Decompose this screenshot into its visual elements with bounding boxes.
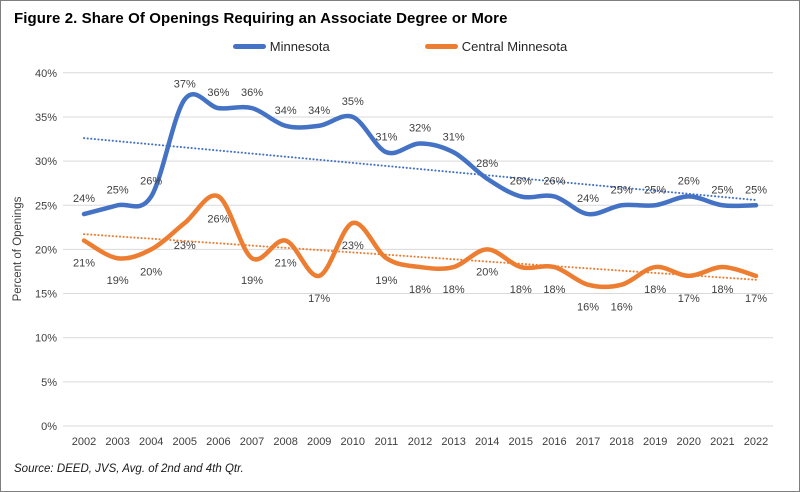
central-minnesota-data-label: 26% (207, 213, 229, 225)
minnesota-data-label: 25% (107, 184, 129, 196)
x-tick-label: 2008 (273, 436, 297, 448)
y-tick-label: 0% (41, 421, 57, 433)
central-minnesota-line-swatch (424, 44, 458, 49)
x-tick-label: 2021 (710, 436, 734, 448)
minnesota-data-label: 25% (745, 184, 767, 196)
central-minnesota-data-label: 19% (375, 275, 397, 287)
minnesota-data-label: 24% (577, 193, 599, 205)
minnesota-data-label: 31% (375, 131, 397, 143)
central-minnesota-data-label: 18% (510, 284, 532, 296)
central-minnesota-data-label: 18% (409, 284, 431, 296)
minnesota-data-label: 25% (611, 184, 633, 196)
x-tick-label: 2005 (173, 436, 197, 448)
x-tick-label: 2012 (408, 436, 432, 448)
x-tick-label: 2007 (240, 436, 264, 448)
minnesota-data-label: 32% (409, 122, 431, 134)
minnesota-data-label: 37% (174, 78, 196, 90)
central-minnesota-data-label: 18% (711, 284, 733, 296)
central-minnesota-data-label: 20% (140, 266, 162, 278)
minnesota-data-label: 28% (476, 158, 498, 170)
minnesota-data-label: 34% (308, 105, 330, 117)
minnesota-line-swatch (232, 44, 266, 49)
central-minnesota-data-label: 19% (241, 275, 263, 287)
minnesota-data-label: 36% (241, 87, 263, 99)
chart-legend: Minnesota Central Minnesota (1, 39, 799, 54)
y-tick-label: 25% (35, 200, 57, 212)
minnesota-data-label: 36% (207, 87, 229, 99)
minnesota-data-label: 26% (510, 175, 532, 187)
minnesota-data-label: 26% (140, 175, 162, 187)
minnesota-data-label: 25% (644, 184, 666, 196)
x-tick-label: 2019 (643, 436, 667, 448)
y-tick-label: 35% (35, 112, 57, 124)
central-minnesota-data-label: 17% (678, 293, 700, 305)
x-tick-label: 2006 (206, 436, 230, 448)
minnesota-data-label: 24% (73, 193, 95, 205)
central-minnesota-data-label: 21% (73, 258, 95, 270)
central-minnesota-data-label: 16% (577, 302, 599, 314)
minnesota-data-label: 35% (342, 96, 364, 108)
central-minnesota-data-label: 23% (174, 240, 196, 252)
minnesota-data-label: 26% (543, 175, 565, 187)
legend-item-minnesota: Minnesota (232, 39, 330, 54)
x-tick-label: 2009 (307, 436, 331, 448)
x-tick-label: 2010 (341, 436, 365, 448)
x-tick-label: 2015 (509, 436, 533, 448)
central-minnesota-data-label: 18% (443, 284, 465, 296)
central-minnesota-data-label: 17% (308, 293, 330, 305)
source-note: Source: DEED, JVS, Avg. of 2nd and 4th Q… (14, 463, 244, 475)
y-tick-label: 5% (41, 377, 57, 389)
central-minnesota-data-label: 17% (745, 293, 767, 305)
y-tick-label: 10% (35, 333, 57, 345)
central-minnesota-data-label: 16% (611, 302, 633, 314)
x-tick-label: 2014 (475, 436, 499, 448)
y-tick-label: 40% (35, 68, 57, 80)
legend-item-central-minnesota: Central Minnesota (424, 39, 568, 54)
central-minnesota-data-label: 21% (275, 258, 297, 270)
x-tick-label: 2022 (744, 436, 768, 448)
x-tick-label: 2003 (105, 436, 129, 448)
x-tick-label: 2016 (542, 436, 566, 448)
minnesota-data-label: 26% (678, 175, 700, 187)
y-tick-label: 20% (35, 244, 57, 256)
central-minnesota-data-label: 20% (476, 266, 498, 278)
minnesota-data-label: 31% (443, 131, 465, 143)
chart-title: Figure 2. Share Of Openings Requiring an… (14, 10, 508, 27)
central-minnesota-data-label: 23% (342, 240, 364, 252)
minnesota-trendline (83, 137, 757, 202)
central-minnesota-data-label: 19% (107, 275, 129, 287)
x-tick-label: 2011 (375, 436, 399, 448)
x-tick-label: 2020 (677, 436, 701, 448)
x-tick-label: 2004 (139, 436, 163, 448)
minnesota-data-label: 25% (711, 184, 733, 196)
central-minnesota-trendline (83, 233, 757, 281)
x-tick-label: 2013 (441, 436, 465, 448)
x-tick-label: 2017 (576, 436, 600, 448)
central-minnesota-data-label: 18% (543, 284, 565, 296)
central-minnesota-data-label: 18% (644, 284, 666, 296)
legend-label-central-minnesota: Central Minnesota (461, 39, 568, 54)
minnesota-series-line (81, 92, 759, 217)
x-tick-label: 2002 (72, 436, 96, 448)
x-tick-label: 2018 (609, 436, 633, 448)
y-tick-label: 30% (35, 156, 57, 168)
minnesota-data-label: 34% (275, 105, 297, 117)
legend-label-minnesota: Minnesota (269, 39, 330, 54)
y-axis-title: Percent of Openings (12, 196, 24, 301)
y-tick-label: 15% (35, 289, 57, 301)
